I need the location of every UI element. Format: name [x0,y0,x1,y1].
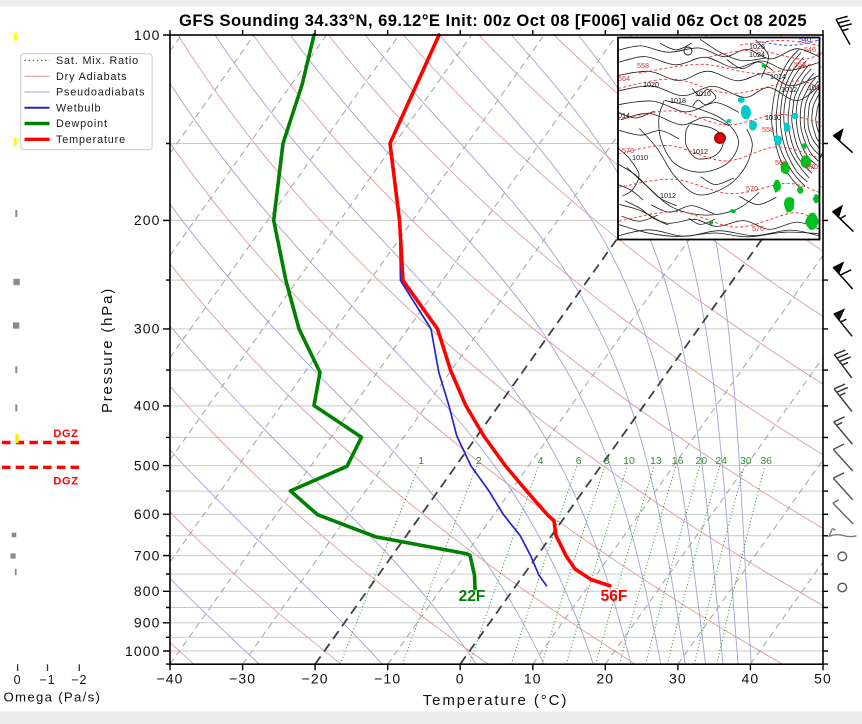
svg-text:564: 564 [775,158,787,167]
svg-text:540: 540 [799,35,811,44]
svg-text:30: 30 [740,455,752,467]
svg-text:Omega (Pa/s): Omega (Pa/s) [4,690,102,705]
svg-text:20: 20 [696,455,708,467]
svg-text:−30: −30 [229,671,256,687]
svg-text:200: 200 [134,212,161,228]
svg-text:−2: −2 [71,673,87,687]
svg-text:400: 400 [134,398,161,414]
svg-text:564: 564 [618,74,630,83]
svg-text:Pseudoadiabats: Pseudoadiabats [56,87,145,99]
svg-text:0: 0 [456,671,465,687]
svg-text:558: 558 [762,125,774,134]
svg-text:1010: 1010 [765,113,781,122]
svg-text:1012: 1012 [692,147,708,156]
svg-text:1012: 1012 [781,85,797,94]
svg-text:16: 16 [672,455,684,467]
svg-text:Dry Adiabats: Dry Adiabats [56,71,127,83]
svg-text:1020: 1020 [643,80,659,89]
svg-text:Sat. Mix. Ratio: Sat. Mix. Ratio [56,55,139,67]
svg-text:6: 6 [576,455,582,467]
svg-text:22F: 22F [459,588,486,605]
svg-text:0: 0 [14,673,22,687]
svg-text:100: 100 [134,27,161,43]
svg-text:10: 10 [623,455,635,467]
svg-text:552: 552 [794,60,806,69]
svg-text:300: 300 [134,321,161,337]
svg-text:36: 36 [760,455,772,467]
svg-text:600: 600 [134,506,161,522]
svg-text:1012: 1012 [660,191,676,200]
svg-text:40: 40 [742,671,760,687]
svg-text:24: 24 [715,455,727,467]
svg-text:GFS Sounding 34.33°N, 69.12°E: GFS Sounding 34.33°N, 69.12°E Init: 00z … [179,11,807,30]
svg-text:558: 558 [637,61,649,70]
svg-text:576: 576 [622,146,634,155]
svg-text:1016: 1016 [695,89,711,98]
svg-text:1026: 1026 [749,42,765,51]
svg-text:DGZ: DGZ [53,428,78,440]
svg-text:500: 500 [134,457,161,473]
svg-text:1014: 1014 [770,72,786,81]
svg-text:1: 1 [418,455,424,467]
svg-text:1010: 1010 [632,153,648,162]
svg-text:1000: 1000 [125,643,161,659]
svg-text:1018: 1018 [670,96,686,105]
svg-text:101: 101 [808,83,820,92]
svg-text:13: 13 [650,455,662,467]
svg-text:10: 10 [524,671,542,687]
svg-text:20: 20 [596,671,614,687]
svg-text:570: 570 [746,184,758,193]
svg-text:−20: −20 [302,671,329,687]
svg-text:570: 570 [806,162,818,171]
svg-text:576: 576 [752,224,764,233]
svg-text:Temperature: Temperature [56,134,126,146]
svg-text:700: 700 [134,547,161,563]
svg-text:8: 8 [604,455,610,467]
svg-text:Dewpoint: Dewpoint [56,118,108,130]
svg-text:Wetbulb: Wetbulb [56,103,101,115]
svg-text:1024: 1024 [749,50,765,59]
svg-text:2: 2 [476,455,482,467]
svg-text:Pressure (hPa): Pressure (hPa) [99,287,116,413]
svg-text:900: 900 [134,615,161,631]
svg-text:56F: 56F [601,588,628,605]
svg-text:Temperature (°C): Temperature (°C) [423,692,569,709]
svg-text:−10: −10 [374,671,401,687]
svg-text:50: 50 [814,671,832,687]
svg-text:546: 546 [804,45,816,54]
svg-text:800: 800 [134,583,161,599]
svg-text:1014: 1014 [614,111,630,120]
svg-text:−1: −1 [39,673,55,687]
svg-text:4: 4 [538,455,544,467]
svg-text:DGZ: DGZ [53,476,78,488]
svg-text:30: 30 [669,671,687,687]
svg-text:−40: −40 [156,671,183,687]
